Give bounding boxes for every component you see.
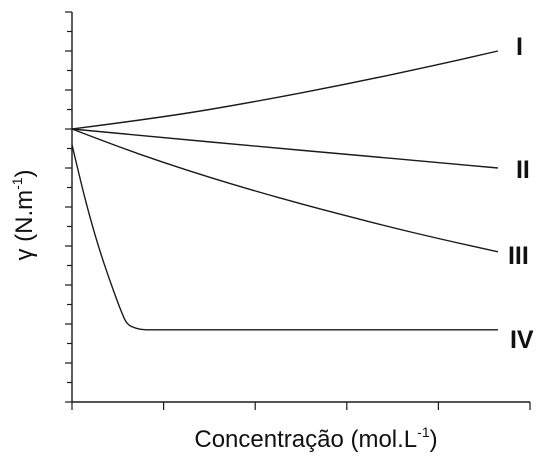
series-curve-ii <box>71 128 499 169</box>
series-label-i: I <box>516 33 523 61</box>
series-label-ii: II <box>516 156 530 184</box>
series-curve-iv <box>71 144 498 331</box>
series-curve-i <box>71 50 499 130</box>
series-curves <box>71 50 499 331</box>
series-label-iv: IV <box>510 326 534 354</box>
series-label-iii: III <box>508 242 529 270</box>
axis-ticks <box>65 11 531 410</box>
x-axis-title: Concentração (mol.L-1) <box>194 424 437 453</box>
series-curve-iii <box>71 128 499 253</box>
y-axis-title: γ (N.m-1) <box>9 169 38 260</box>
